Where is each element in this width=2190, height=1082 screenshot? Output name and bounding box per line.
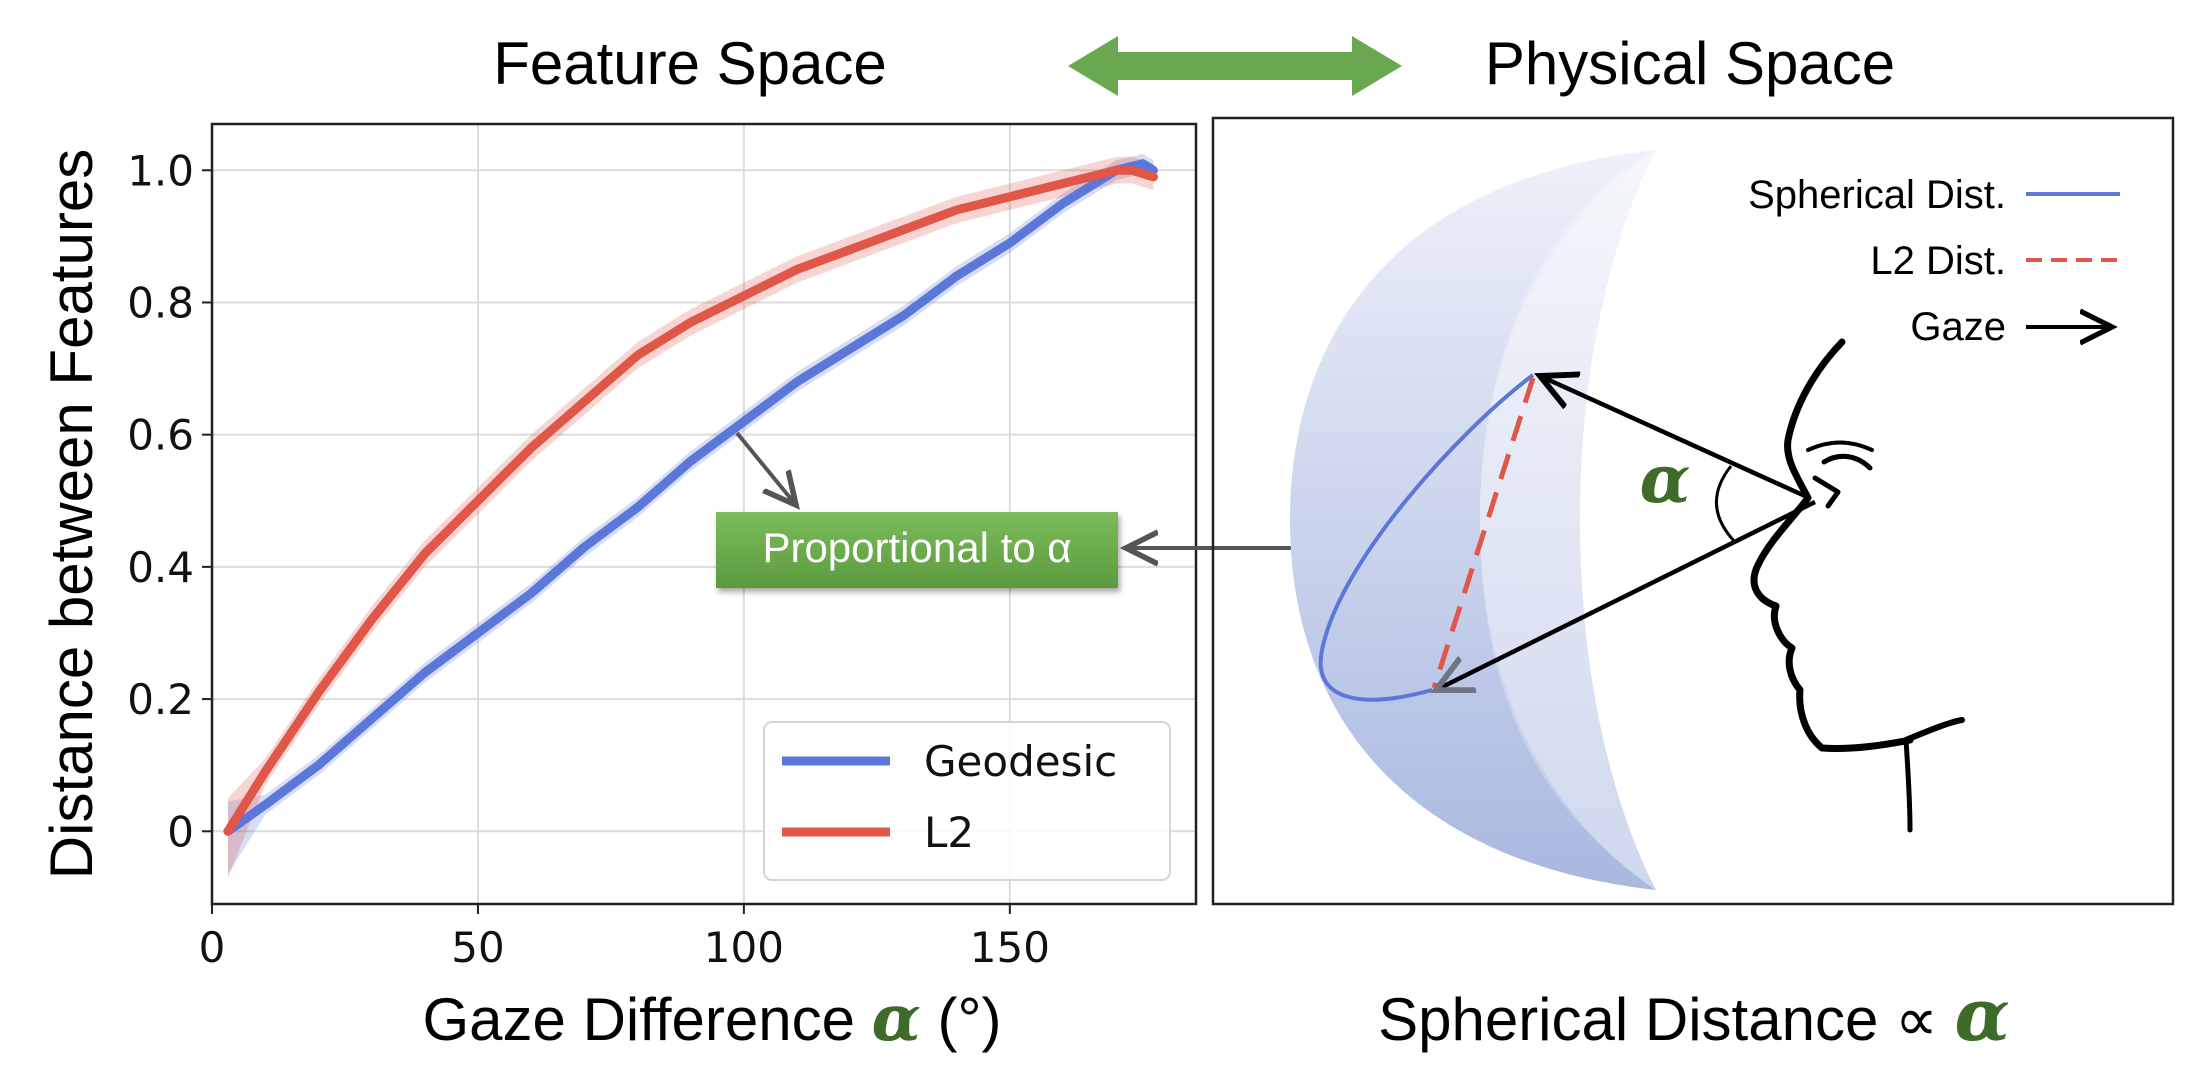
physical-space-title: Physical Space (1485, 30, 1895, 97)
gaze-arrow-upper (1540, 376, 1806, 499)
diagram-frame (1211, 116, 2175, 906)
gaze-arrow-lower (1436, 499, 1816, 690)
x-tick-label: 150 (970, 923, 1050, 972)
diagram-legend: Spherical Dist. L2 Dist. Gaze (1748, 173, 2120, 349)
series-line-l2 (223, 165, 1158, 836)
x-axis-label: Gaze Difference α (°) (423, 981, 1002, 1056)
series-lines (223, 159, 1158, 836)
caption-text: Spherical Distance ∝ (1378, 986, 1954, 1053)
feature-space-title: Feature Space (493, 30, 887, 97)
diagram-caption: Spherical Distance ∝ α (1378, 972, 2010, 1057)
legend-label-geodesic: Geodesic (924, 737, 1117, 786)
angle-arc (1715, 465, 1737, 544)
y-tick-label: 0.4 (127, 543, 194, 592)
angle-alpha-label: α (1640, 440, 1691, 518)
y-tick-label: 0.6 (127, 411, 194, 460)
physical-space-diagram: α Spherical Dist. L2 Dist. Gaze (1211, 116, 2175, 906)
x-tick-label: 100 (704, 923, 784, 972)
x-tick-label: 0 (199, 923, 226, 972)
legend-spherical-label: Spherical Dist. (1748, 173, 2006, 217)
y-tick-label: 0.2 (127, 675, 194, 724)
double-arrow-icon (1068, 36, 1402, 96)
chart: 0 50 100 150 0 0.2 0.4 0.6 0.8 1.0 Geodesic L2 Di… (38, 122, 1198, 1056)
y-tick-label: 1.0 (127, 146, 194, 195)
series-line-geodesic (223, 159, 1158, 836)
y-tick-label: 0.8 (127, 278, 194, 327)
x-axis-label-unit: (°) (921, 986, 1002, 1053)
legend-gaze-label: Gaze (1910, 305, 2006, 349)
ticks: 0 50 100 150 0 0.2 0.4 0.6 0.8 1.0 (127, 146, 1050, 972)
legend-l2dist-label: L2 Dist. (1870, 239, 2006, 283)
face-profile-icon (1750, 338, 1965, 833)
callout-box (716, 512, 1118, 588)
proportional-callout: Proportional to α (716, 512, 1118, 588)
caption-alpha-symbol: α (1955, 972, 2010, 1057)
chart-legend: Geodesic L2 (763, 721, 1171, 881)
spherical-distance-arc (1318, 373, 1535, 702)
x-axis-alpha-symbol: α (872, 981, 921, 1056)
gaze-sphere-shell (1290, 150, 1656, 890)
x-tick-label: 50 (451, 923, 504, 972)
gaze-sphere-inner (1480, 150, 1656, 890)
y-axis-label: Distance between Features (38, 149, 105, 879)
legend-label-l2: L2 (924, 808, 974, 857)
plot-frame (210, 122, 1198, 906)
l2-distance-chord (1431, 377, 1536, 689)
x-axis-label-text: Gaze Difference (423, 986, 872, 1053)
y-tick-label: 0 (167, 807, 194, 856)
annotation-pointer-arrow (735, 431, 796, 505)
callout-label: Proportional to α (762, 524, 1071, 571)
